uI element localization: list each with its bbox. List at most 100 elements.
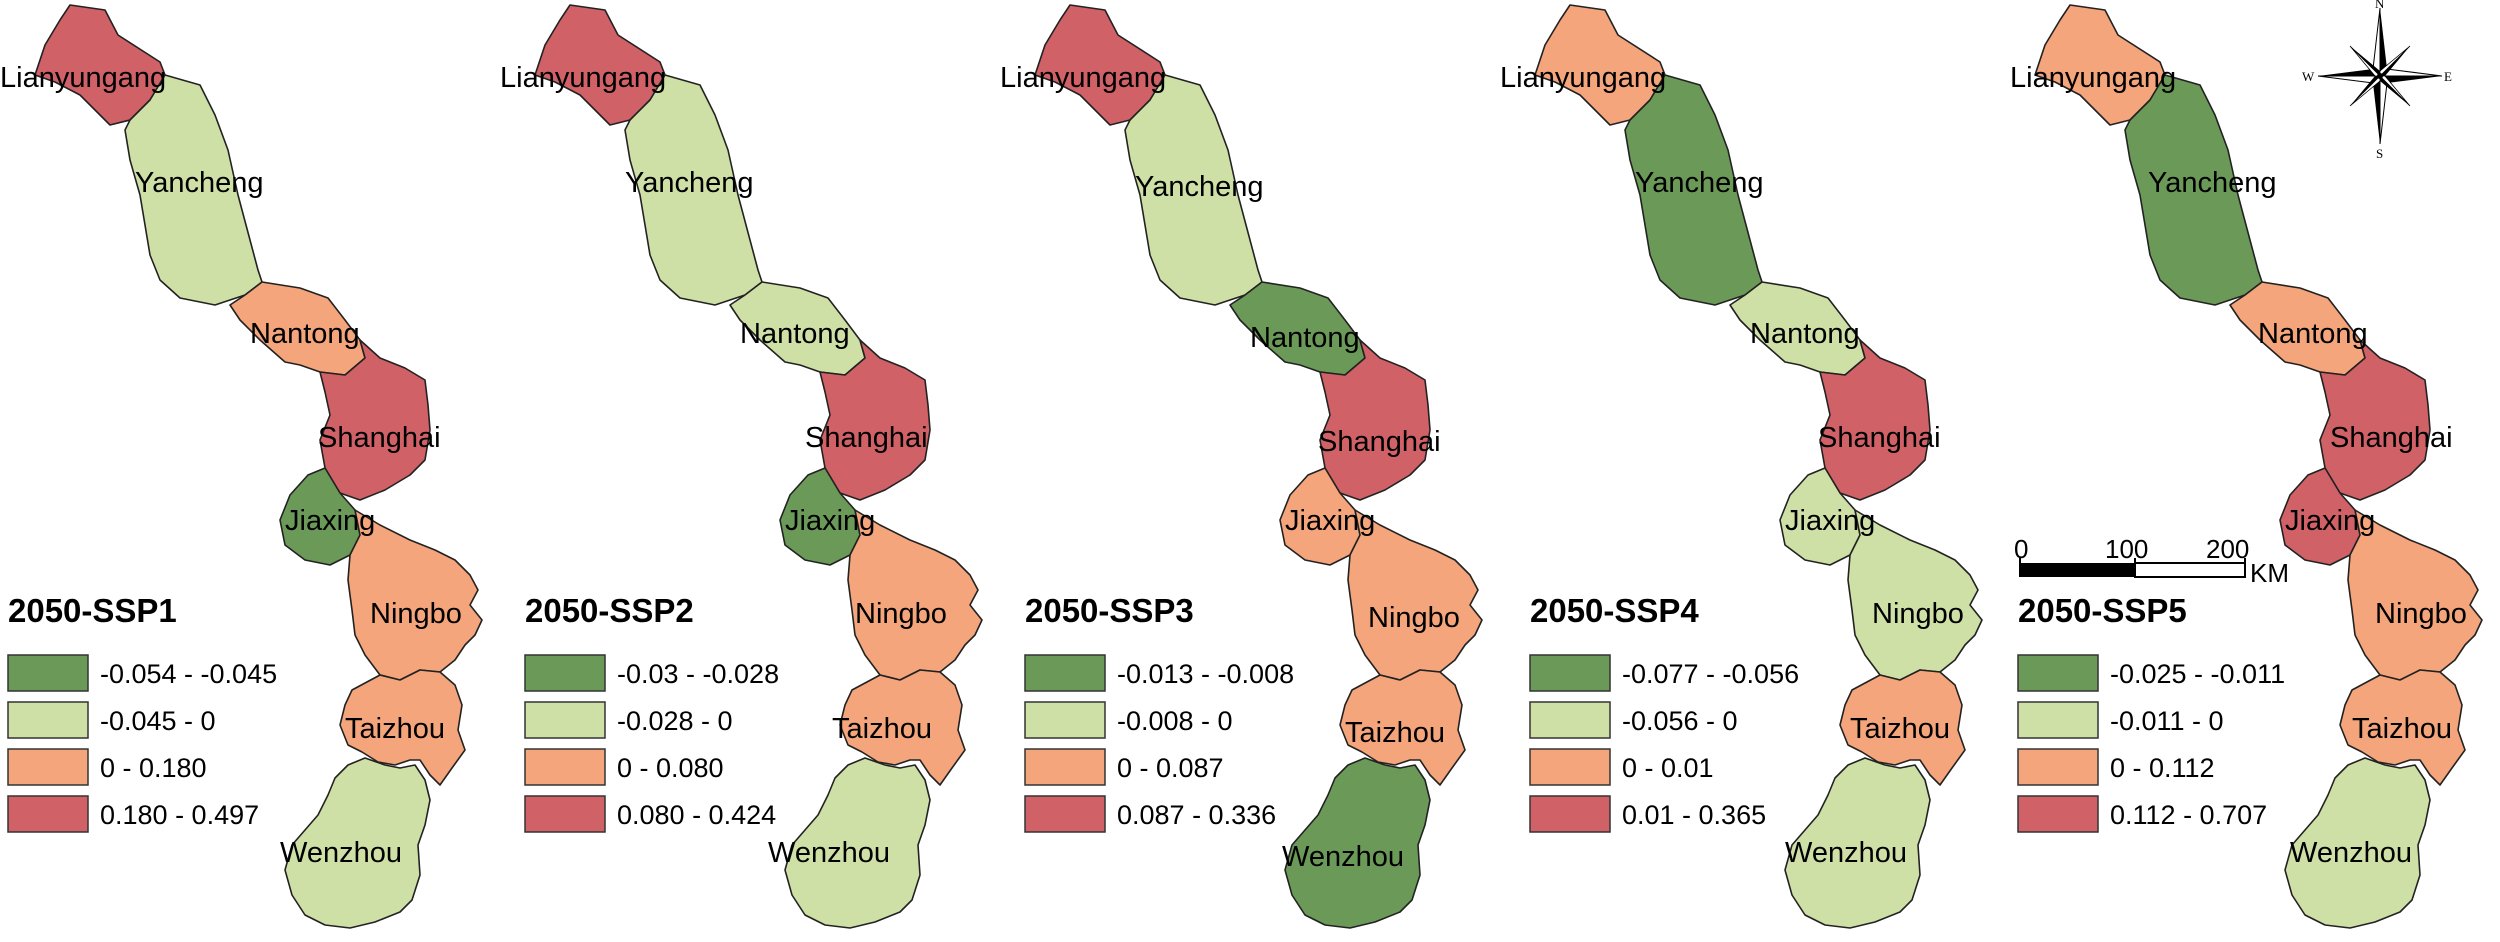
legend-label-3: 0 - 0.112 [2110, 753, 2215, 783]
compass-label-west: W [2302, 69, 2315, 84]
map-panel-ssp2: Lianyungang Yancheng Nantong Shanghai Ji… [500, 4, 983, 929]
region-yancheng [1624, 74, 1763, 306]
legend-swatch-1 [524, 654, 606, 692]
city-label-yancheng: Yancheng [2148, 167, 2276, 199]
scale-tick-200: 200 [2206, 534, 2249, 564]
region-wenzhou [784, 757, 931, 929]
legend: -0.013 - -0.008 -0.008 - 0 0 - 0.087 0.0… [1024, 654, 1294, 833]
region-ningbo [1347, 509, 1483, 681]
city-label-ningbo: Ningbo [1872, 598, 1964, 630]
legend-swatch-2 [524, 701, 606, 739]
region-shanghai [2319, 339, 2431, 501]
region-taizhou [1839, 669, 1966, 786]
region-wenzhou [2284, 757, 2431, 929]
region-ningbo [2347, 509, 2483, 681]
legend-label-4: 0.01 - 0.365 [1622, 800, 1766, 830]
city-label-shanghai: Shanghai [805, 422, 928, 454]
map-panel-ssp5: Lianyungang Yancheng Nantong Shanghai Ji… [2010, 0, 2483, 929]
coast-map [34, 4, 483, 929]
city-labels: Lianyungang Yancheng Nantong Shanghai Ji… [1500, 62, 1964, 869]
legend-label-4: 0.112 - 0.707 [2110, 800, 2267, 830]
city-label-jiaxing: Jiaxing [785, 505, 875, 537]
legend-swatch-3 [7, 748, 89, 786]
city-label-wenzhou: Wenzhou [2290, 837, 2412, 869]
city-label-ningbo: Ningbo [855, 598, 947, 630]
city-label-lianyungang: Lianyungang [0, 62, 166, 94]
coast-map [2034, 4, 2483, 929]
city-labels: Lianyungang Yancheng Nantong Shanghai Ji… [1000, 62, 1460, 873]
legend-swatch-1 [1529, 654, 1611, 692]
city-label-jiaxing: Jiaxing [1285, 505, 1375, 537]
legend-label-4: 0.087 - 0.336 [1117, 800, 1276, 830]
legend-label-3: 0 - 0.080 [617, 753, 724, 783]
city-label-lianyungang: Lianyungang [2010, 62, 2176, 94]
city-label-nantong: Nantong [250, 318, 360, 350]
region-shanghai [1319, 339, 1431, 501]
city-label-lianyungang: Lianyungang [1000, 62, 1166, 94]
city-label-nantong: Nantong [1750, 318, 1860, 350]
region-ningbo [1847, 509, 1983, 681]
city-label-yancheng: Yancheng [1635, 167, 1763, 199]
legend-label-3: 0 - 0.180 [100, 753, 207, 783]
city-label-wenzhou: Wenzhou [1282, 841, 1404, 873]
compass-north-point [2372, 7, 2381, 78]
legend: -0.077 - -0.056 -0.056 - 0 0 - 0.01 0.01… [1529, 654, 1799, 833]
legend-swatch-4 [1024, 795, 1106, 833]
city-label-jiaxing: Jiaxing [285, 505, 375, 537]
region-taizhou [2339, 669, 2466, 786]
coast-map [1534, 4, 1983, 929]
compass-south-point [2373, 76, 2380, 144]
city-label-taizhou: Taizhou [832, 713, 932, 745]
city-label-shanghai: Shanghai [318, 422, 441, 454]
legend-label-3: 0 - 0.01 [1622, 753, 1714, 783]
legend: -0.054 - -0.045 -0.045 - 0 0 - 0.180 0.1… [7, 654, 277, 833]
compass-center [2377, 73, 2383, 79]
legend-label-2: -0.011 - 0 [2110, 706, 2224, 736]
legend-swatch-1 [1024, 654, 1106, 692]
legend-swatch-2 [7, 701, 89, 739]
legend-swatch-1 [7, 654, 89, 692]
panel-title: 2050-SSP1 [8, 592, 177, 629]
city-label-taizhou: Taizhou [1345, 717, 1445, 749]
region-shanghai [319, 339, 431, 501]
city-label-shanghai: Shanghai [2330, 422, 2453, 454]
region-lianyungang [1534, 4, 1666, 126]
city-label-taizhou: Taizhou [1850, 713, 1950, 745]
compass-west-point [2318, 69, 2380, 76]
region-yancheng [624, 74, 763, 306]
legend-swatch-4 [7, 795, 89, 833]
legend-label-1: -0.077 - -0.056 [1622, 659, 1799, 689]
city-label-shanghai: Shanghai [1818, 422, 1941, 454]
legend-label-4: 0.080 - 0.424 [617, 800, 776, 830]
legend-label-1: -0.025 - -0.011 [2110, 659, 2285, 689]
legend: -0.03 - -0.028 -0.028 - 0 0 - 0.080 0.08… [524, 654, 779, 833]
compass-east-point [2380, 76, 2442, 83]
region-jiaxing [779, 467, 861, 566]
region-jiaxing [2279, 467, 2361, 566]
city-labels: Lianyungang Yancheng Nantong Shanghai Ji… [2010, 62, 2467, 869]
region-shanghai [1819, 339, 1931, 501]
scale-tick-100: 100 [2105, 534, 2148, 564]
region-taizhou [339, 669, 466, 786]
region-yancheng [2124, 74, 2263, 306]
region-shanghai [819, 339, 931, 501]
scale-tick-0: 0 [2014, 534, 2028, 564]
compass-south-point [2379, 74, 2388, 145]
city-label-yancheng: Yancheng [135, 167, 263, 199]
legend-label-2: -0.056 - 0 [1622, 706, 1738, 736]
legend-label-4: 0.180 - 0.497 [100, 800, 259, 830]
region-wenzhou [284, 757, 431, 929]
legend-label-1: -0.03 - -0.028 [617, 659, 779, 689]
panel-title: 2050-SSP5 [2018, 592, 2187, 629]
panel-title: 2050-SSP3 [1025, 592, 1194, 629]
legend-label-1: -0.013 - -0.008 [1117, 659, 1294, 689]
city-label-ningbo: Ningbo [1368, 602, 1460, 634]
region-jiaxing [279, 467, 361, 566]
compass-rose-icon: N S E W [2302, 0, 2452, 161]
region-taizhou [839, 669, 966, 786]
coast-map [534, 4, 983, 929]
region-lianyungang [1034, 4, 1166, 126]
map-panel-ssp4: Lianyungang Yancheng Nantong Shanghai Ji… [1500, 4, 1983, 929]
region-yancheng [1124, 74, 1263, 306]
legend-label-2: -0.008 - 0 [1117, 706, 1233, 736]
